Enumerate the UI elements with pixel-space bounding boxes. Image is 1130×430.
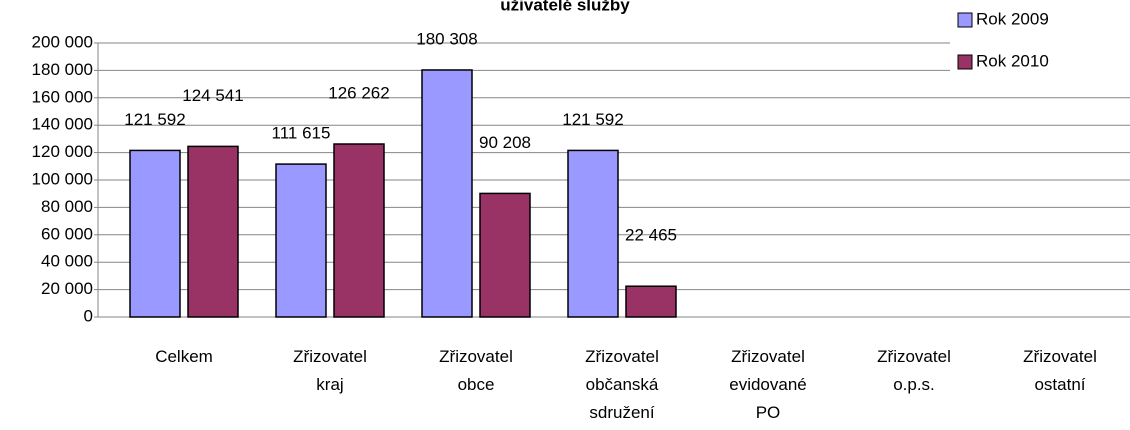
- x-tick-label: Zřizovatel občanská sdružení: [585, 347, 659, 422]
- data-label: 22 465: [625, 226, 677, 245]
- y-tick-label: 80 000: [41, 197, 93, 216]
- y-tick-label: 140 000: [32, 115, 93, 134]
- bar: [187, 145, 239, 318]
- legend-swatch: [957, 12, 973, 28]
- y-tick-label: 180 000: [32, 60, 93, 79]
- legend-label: Rok 2009: [976, 9, 1049, 28]
- x-tick-label: Zřizovatel o.p.s.: [877, 347, 951, 394]
- data-label: 126 262: [328, 84, 389, 103]
- x-tick-label: Zřizovatel ostatní: [1023, 347, 1097, 394]
- bar: [479, 192, 531, 318]
- bar: [567, 149, 619, 318]
- x-tick-label: Celkem: [155, 347, 213, 366]
- y-tick-label: 40 000: [41, 252, 93, 271]
- data-label: 90 208: [479, 133, 531, 152]
- data-label: 111 615: [272, 124, 331, 143]
- legend-swatch: [957, 54, 973, 70]
- y-tick-label: 160 000: [32, 87, 93, 106]
- y-tick-label: 120 000: [32, 142, 93, 161]
- bar: [625, 285, 677, 318]
- y-tick-label: 0: [84, 306, 93, 325]
- y-tick-label: 200 000: [32, 32, 93, 51]
- data-label: 121 592: [562, 110, 623, 129]
- y-tick-label: 20 000: [41, 279, 93, 298]
- bar: [333, 143, 385, 318]
- y-tick-label: 60 000: [41, 224, 93, 243]
- data-label: 124 541: [182, 86, 243, 105]
- data-label: 180 308: [416, 29, 477, 48]
- data-label: 121 592: [124, 110, 185, 129]
- y-tick-label: 100 000: [32, 169, 93, 188]
- legend-bg: [950, 0, 1130, 82]
- chart-title: uživatelé služby: [500, 0, 630, 14]
- x-tick-label: Zřizovatel kraj: [293, 347, 367, 394]
- x-tick-label: Zřizovatel evidované PO: [729, 347, 807, 422]
- legend-label: Rok 2010: [976, 51, 1049, 70]
- bar: [421, 69, 473, 318]
- x-tick-label: Zřizovatel obce: [439, 347, 513, 394]
- bar: [275, 163, 327, 318]
- bar: [129, 149, 181, 318]
